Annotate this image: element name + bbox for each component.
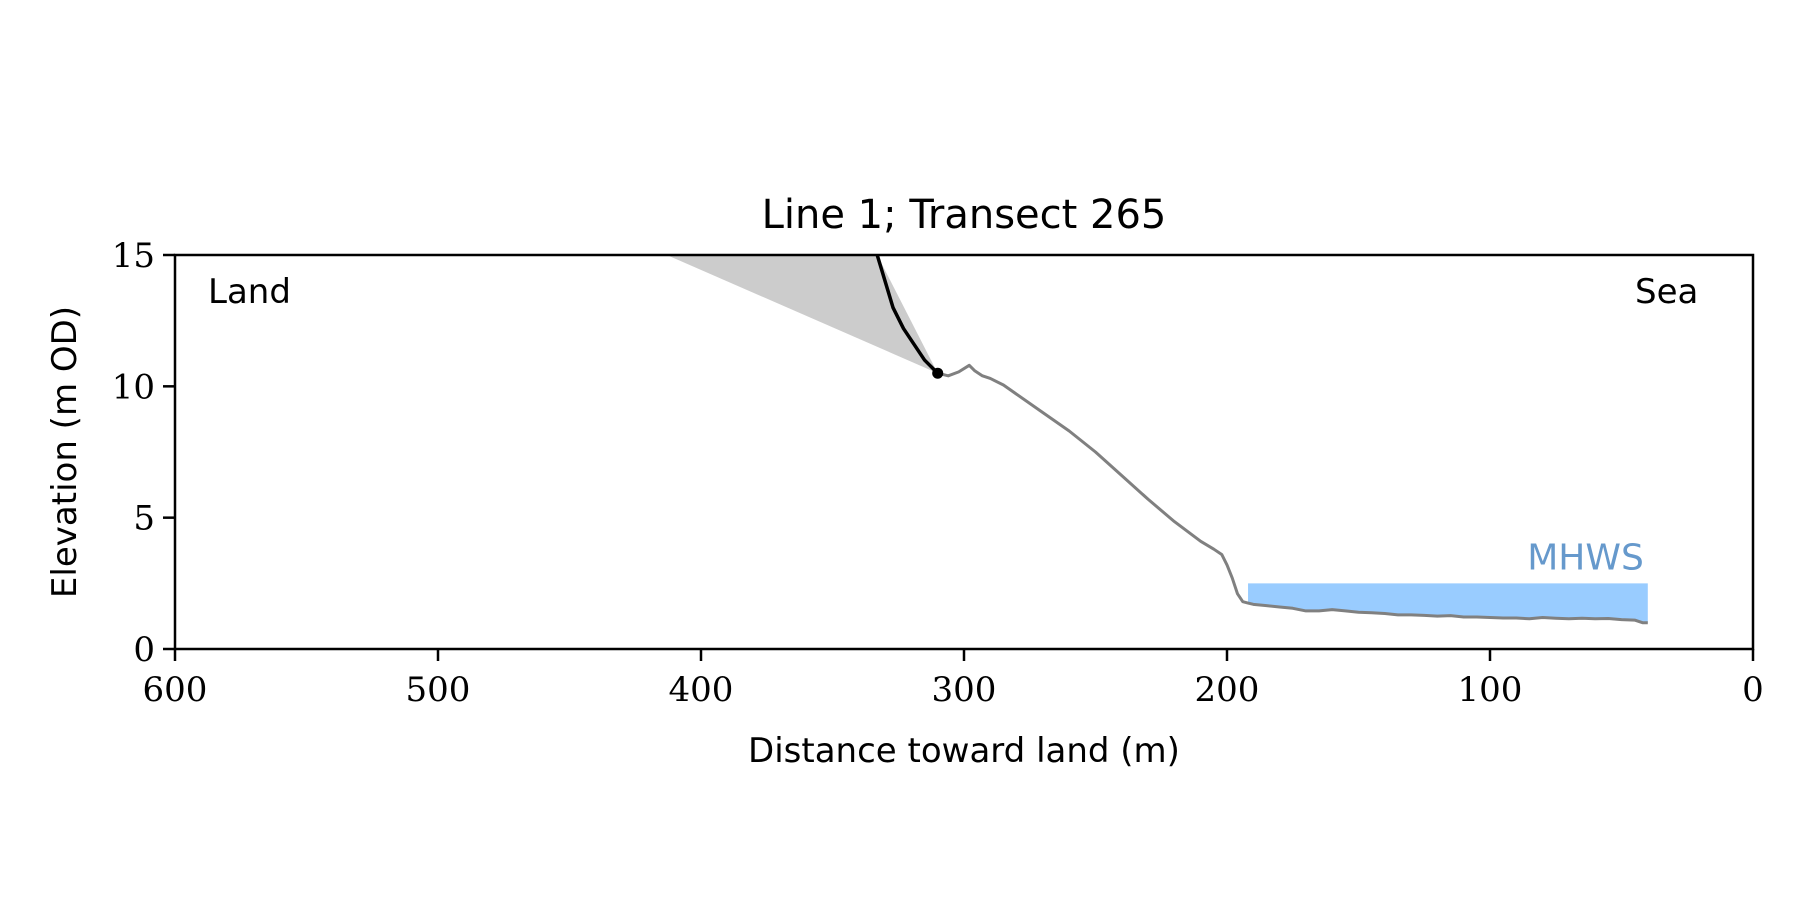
chart-title: Line 1; Transect 265 (762, 192, 1167, 238)
x-tick-label: 500 (406, 670, 471, 710)
y-tick-label: 15 (112, 236, 155, 276)
sea-annotation: Sea (1635, 272, 1698, 312)
x-tick-label: 100 (1458, 670, 1523, 710)
profile-line (937, 363, 1648, 625)
cliff-line (875, 254, 939, 375)
x-tick-label: 400 (669, 670, 734, 710)
mhws-water-area (1248, 583, 1648, 623)
y-tick-label: 10 (112, 367, 155, 407)
x-tick-label: 600 (143, 670, 208, 710)
y-axis: 0 5 10 15 (112, 236, 175, 670)
cliff-toe-point (932, 367, 944, 379)
land-annotation: Land (208, 272, 291, 312)
mhws-label: MHWS (1527, 537, 1644, 578)
x-tick-label: 300 (932, 670, 997, 710)
x-axis-label: Distance toward land (m) (748, 731, 1180, 771)
plot-area (666, 254, 1648, 625)
y-tick-label: 0 (133, 630, 155, 670)
x-tick-label: 0 (1742, 670, 1764, 710)
cliff-shaded-area (666, 255, 938, 374)
x-axis: 600 500 400 300 200 100 0 (143, 649, 1764, 710)
y-axis-label: Elevation (m OD) (45, 306, 85, 598)
x-tick-label: 200 (1195, 670, 1260, 710)
y-tick-label: 5 (133, 499, 155, 539)
